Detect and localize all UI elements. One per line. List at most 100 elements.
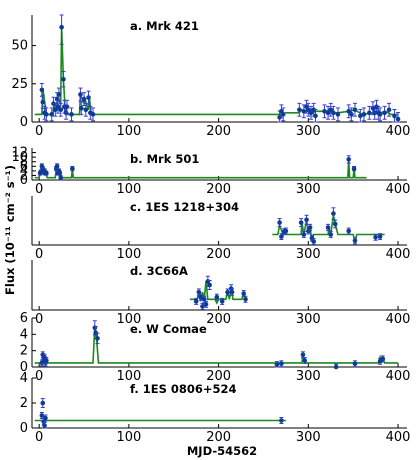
data-point: [358, 113, 363, 119]
x-tick-label: 0: [35, 430, 43, 445]
y-tick-label: 6: [20, 311, 28, 326]
data-point: [56, 92, 62, 97]
data-point: [95, 336, 100, 341]
data-point: [346, 157, 351, 162]
data-point: [301, 109, 307, 114]
data-point: [59, 24, 64, 30]
data-point: [219, 299, 225, 304]
x-tick-label: 300: [296, 369, 321, 384]
data-point: [58, 107, 64, 113]
y-tick-label: 50: [11, 39, 28, 54]
data-point: [352, 238, 358, 244]
data-point: [69, 112, 74, 117]
data-point: [225, 289, 230, 295]
data-point: [311, 239, 316, 244]
x-tick-label: 200: [206, 312, 231, 327]
data-point: [39, 87, 45, 93]
x-tick-label: 0: [35, 247, 43, 262]
data-point: [304, 217, 309, 223]
data-point: [44, 358, 49, 363]
data-point: [349, 112, 354, 117]
data-point: [352, 107, 358, 113]
data-point: [86, 95, 91, 100]
x-tick-label: 300: [296, 124, 321, 139]
data-point: [78, 92, 83, 97]
x-tick-label: 200: [206, 182, 231, 197]
data-point: [196, 289, 202, 295]
data-point: [377, 234, 383, 239]
data-point: [382, 110, 387, 116]
x-tick-label: 100: [116, 369, 141, 384]
data-point: [241, 291, 247, 296]
data-point: [333, 364, 339, 370]
x-tick-label: 200: [206, 430, 231, 445]
data-point: [370, 105, 376, 111]
panel-title: e. W Comae: [130, 322, 207, 336]
data-point: [331, 211, 336, 216]
y-tick-label: 4: [20, 371, 28, 386]
x-tick-label: 400: [386, 369, 411, 384]
y-tick-label: 2: [20, 168, 28, 183]
data-point: [386, 107, 392, 113]
data-point: [243, 296, 248, 302]
x-tick-label: 400: [386, 312, 411, 327]
data-point: [307, 225, 313, 230]
x-tick-label: 300: [296, 430, 321, 445]
data-point: [207, 282, 212, 288]
y-tick-label: 10: [11, 150, 28, 165]
x-axis-label: MJD-54562: [187, 444, 257, 458]
x-tick-label: 100: [116, 247, 141, 262]
data-point: [328, 232, 334, 237]
data-point: [298, 220, 304, 225]
data-point: [40, 400, 46, 406]
data-point: [42, 423, 47, 428]
x-tick-label: 0: [35, 182, 43, 197]
x-tick-label: 200: [206, 369, 231, 384]
data-point: [301, 232, 307, 237]
model-line: [34, 27, 398, 116]
x-tick-label: 100: [116, 182, 141, 197]
data-point: [39, 413, 45, 418]
x-tick-label: 0: [35, 312, 43, 327]
x-tick-label: 300: [296, 182, 321, 197]
data-point: [44, 170, 49, 176]
data-point: [83, 107, 89, 113]
panel-title: d. 3C66A: [130, 264, 188, 278]
data-point: [277, 220, 282, 225]
panel-title: b. Mrk 501: [130, 152, 199, 166]
data-point: [193, 299, 199, 304]
data-point: [200, 304, 205, 309]
data-point: [57, 170, 63, 176]
data-point: [70, 166, 75, 171]
x-tick-label: 100: [116, 430, 141, 445]
data-point: [49, 112, 55, 117]
data-point: [302, 358, 308, 363]
model-line: [34, 326, 398, 368]
y-tick-label: 6: [20, 159, 28, 174]
data-point: [325, 110, 331, 116]
x-tick-label: 300: [296, 312, 321, 327]
x-tick-label: 400: [386, 430, 411, 445]
data-point: [53, 107, 58, 113]
data-point: [306, 107, 311, 113]
data-point: [373, 235, 378, 240]
data-point: [279, 234, 284, 239]
x-tick-label: 400: [386, 247, 411, 262]
x-tick-label: 100: [116, 312, 141, 327]
data-point: [361, 112, 367, 117]
y-tick-label: 12: [11, 146, 28, 161]
data-point: [79, 105, 84, 111]
data-point: [203, 301, 209, 307]
data-point: [325, 225, 331, 230]
panel-title: c. 1ES 1218+304: [130, 200, 239, 214]
data-point: [352, 361, 358, 367]
data-point: [346, 109, 351, 114]
y-tick-label: 0: [20, 115, 28, 130]
data-point: [54, 163, 60, 169]
data-point: [214, 294, 220, 300]
data-point: [331, 110, 336, 116]
y-axis-label: Flux (10⁻¹¹ cm⁻² s⁻¹): [3, 165, 17, 295]
